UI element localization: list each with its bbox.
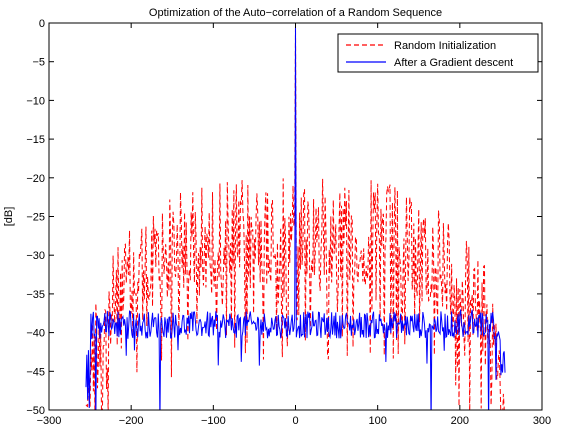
series-line-after-gradient-descent xyxy=(85,23,506,410)
series-layer xyxy=(85,23,506,410)
x-tick-label: −200 xyxy=(119,415,144,427)
y-tick-label: −50 xyxy=(26,405,45,417)
x-tick-label: 300 xyxy=(533,415,551,427)
legend-label-after-gradient-descent: After a Gradient descent xyxy=(394,57,513,69)
y-tick-label: −40 xyxy=(26,328,45,340)
plot-area: −300 −200 −100 0 100 200 300 0−5−10−15−20−25−3… xyxy=(26,18,551,427)
legend: Random Initialization After a Gradient d… xyxy=(337,33,539,73)
y-tick-label: −10 xyxy=(26,95,45,107)
y-tick-label: −15 xyxy=(26,134,45,146)
chart-title: Optimization of the Auto−correlation of … xyxy=(149,7,442,19)
y-tick-label: 0 xyxy=(39,18,45,30)
y-tick-label: −25 xyxy=(26,212,45,224)
series-line-random-initialization xyxy=(85,23,505,410)
x-axis: −300 −200 −100 0 100 200 300 xyxy=(37,23,551,427)
x-tick-label: −300 xyxy=(37,415,62,427)
y-tick-label: −5 xyxy=(32,57,45,69)
legend-box xyxy=(337,33,539,73)
x-tick-label: 100 xyxy=(368,415,386,427)
legend-label-random-initialization: Random Initialization xyxy=(394,40,496,52)
x-tick-label: −100 xyxy=(201,415,226,427)
y-tick-label: −45 xyxy=(26,366,45,378)
y-tick-label: −20 xyxy=(26,173,45,185)
y-tick-label: −30 xyxy=(26,250,45,262)
x-tick-label: 0 xyxy=(292,415,298,427)
y-axis: 0 −5 −10 −15 −20 −25 −30 −35 −40 −45 −50 xyxy=(26,18,542,417)
y-tick-label: −35 xyxy=(26,289,45,301)
x-tick-label: 200 xyxy=(451,415,469,427)
y-axis-label: [dB] xyxy=(3,207,15,227)
